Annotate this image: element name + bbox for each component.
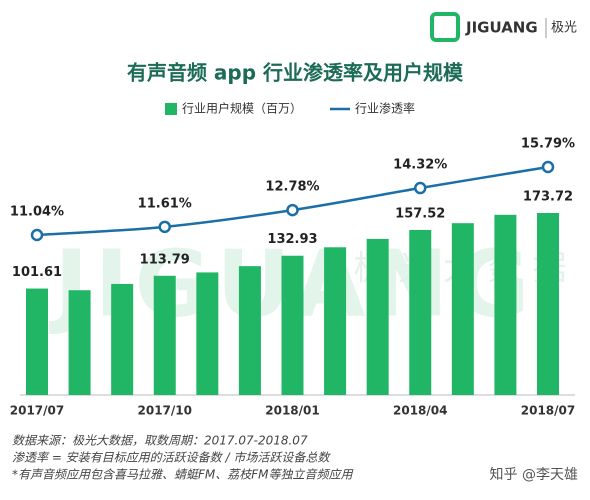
x-tick-label: 2017/07 xyxy=(10,404,64,418)
legend: 行业用户规模（百万） 行业渗透率 xyxy=(165,101,415,116)
logo: JIGUANG 极光 xyxy=(430,12,577,42)
bar-value-label: 173.72 xyxy=(523,190,573,205)
bar xyxy=(324,247,347,395)
legend-label: 行业渗透率 xyxy=(355,101,415,116)
line-value-label: 11.04% xyxy=(10,205,64,220)
bar-value-label: 157.52 xyxy=(395,206,445,221)
bar xyxy=(494,214,517,395)
brand: JIGUANG xyxy=(465,19,538,37)
line-value-label: 14.32% xyxy=(393,158,447,173)
x-tick-label: 2018/01 xyxy=(265,404,319,418)
footnote: 渗透率 = 安装有目标应用的活跃设备数 / 市场活跃设备总数 xyxy=(12,451,331,465)
footnote: 数据来源：极光大数据，取数周期：2017.07-2018.07 xyxy=(12,434,308,448)
logo-icon xyxy=(430,12,460,42)
bar xyxy=(366,238,389,395)
bar xyxy=(409,229,432,395)
legend-swatch xyxy=(165,103,177,115)
bar xyxy=(451,223,474,395)
legend-label: 行业用户规模（百万） xyxy=(182,101,302,116)
line-marker xyxy=(30,228,44,242)
footnote: *有声音频应用包含喜马拉雅、蜻蜓FM、荔枝FM等独立音频应用 xyxy=(12,468,354,482)
bar xyxy=(281,255,304,395)
bar xyxy=(196,272,219,395)
line-marker xyxy=(158,220,171,234)
credit: 知乎 @李天雄 xyxy=(490,466,578,483)
bar xyxy=(26,288,48,395)
x-tick-label: 2018/07 xyxy=(521,404,575,418)
line-marker xyxy=(286,203,299,217)
line-value-label: 15.79% xyxy=(521,137,575,152)
bar-value-label: 132.93 xyxy=(267,232,317,247)
bar xyxy=(153,275,176,395)
bar xyxy=(537,213,559,395)
brand-cn: 极光 xyxy=(551,21,577,36)
x-tick-label: 2017/10 xyxy=(138,404,192,418)
line-marker xyxy=(541,160,555,174)
line-marker xyxy=(414,181,427,195)
bar xyxy=(238,266,261,395)
x-tick-label: 2018/04 xyxy=(393,404,447,418)
chart-title: 有声音频 app 行业渗透率及用户规模 xyxy=(127,61,464,85)
line-value-label: 11.61% xyxy=(138,196,192,211)
bar-value-label: 101.61 xyxy=(12,265,62,280)
bar xyxy=(68,290,91,395)
line-value-label: 12.78% xyxy=(265,180,319,195)
bar xyxy=(111,283,134,395)
bar-value-label: 113.79 xyxy=(140,252,190,267)
